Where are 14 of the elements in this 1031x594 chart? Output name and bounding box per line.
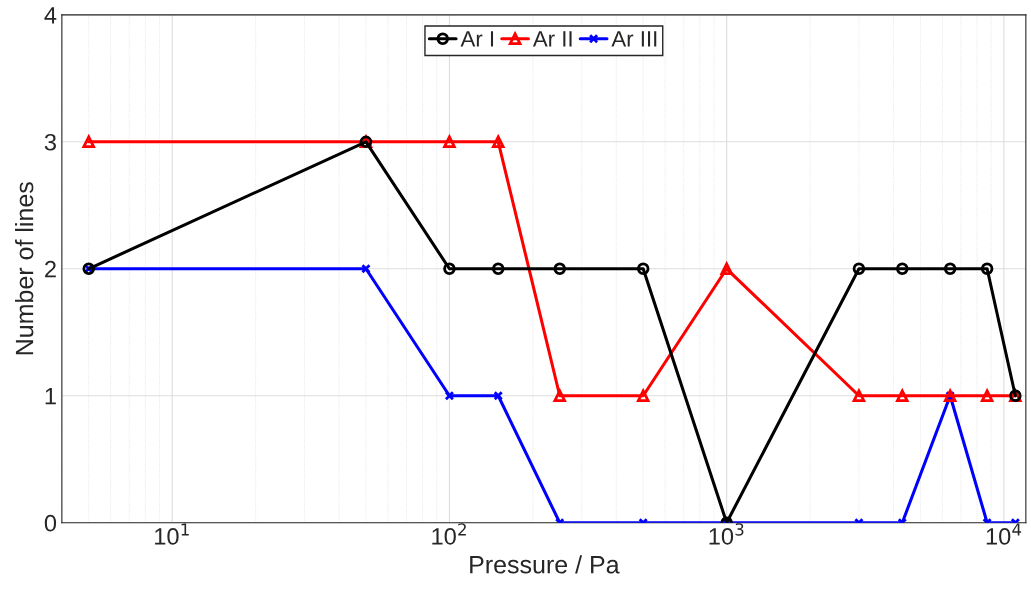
x-tick-label: 10$^{1}$ <box>155 523 189 545</box>
y-tick-label: 3 <box>44 133 56 151</box>
y-tick-label: 2 <box>45 260 56 278</box>
x-tick-label: 10$^{2}$ <box>432 523 466 545</box>
legend-label: Ar II <box>532 31 572 47</box>
x-tick-label: 10$^{3}$ <box>709 523 744 545</box>
y-tick-label: 1 <box>45 388 56 405</box>
x-tick-label: 10$^{4}$ <box>986 523 1022 545</box>
legend-label: Ar III <box>611 31 657 47</box>
y-tick-label: 0 <box>44 514 57 532</box>
x-axis-title: Pressure / Pa <box>470 555 620 574</box>
y-axis-title: Number of lines <box>15 182 34 355</box>
legend-label: Ar I <box>460 31 494 47</box>
y-tick-label: 4 <box>44 7 57 24</box>
